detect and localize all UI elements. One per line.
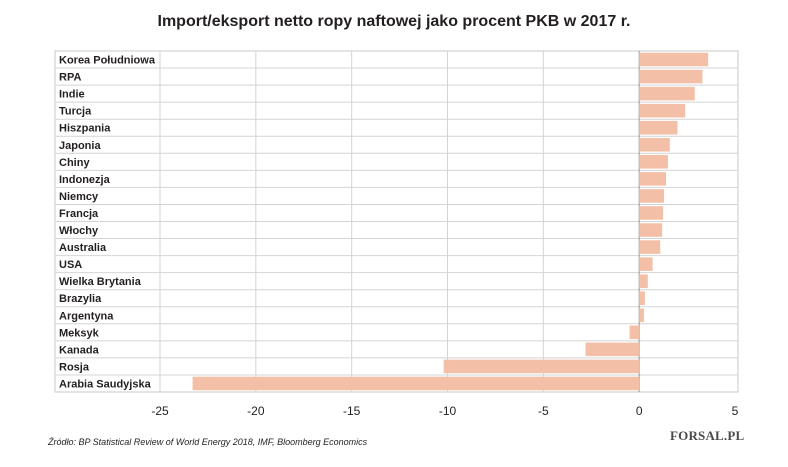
- bar: [585, 342, 640, 357]
- category-label: Japonia: [59, 140, 101, 152]
- category-label: Turcja: [59, 106, 92, 118]
- bar: [639, 223, 663, 237]
- bar: [639, 138, 670, 152]
- category-label: Francja: [59, 208, 99, 220]
- bar: [443, 359, 640, 374]
- bar: [639, 52, 709, 67]
- bar: [629, 325, 640, 340]
- category-label: Brazylia: [59, 293, 102, 305]
- bar: [639, 155, 668, 169]
- tick-label: -10: [439, 404, 457, 418]
- bar: [639, 103, 686, 118]
- tick-label: -5: [538, 404, 549, 418]
- category-label: Indie: [59, 89, 85, 101]
- grid: [54, 50, 739, 393]
- category-label: Korea Południowa: [59, 55, 156, 67]
- tick-label: -20: [247, 404, 265, 418]
- category-label: Hiszpania: [59, 123, 111, 135]
- source-note: Źródło: BP Statistical Review of World E…: [48, 437, 368, 447]
- tick-label: 0: [636, 404, 643, 418]
- category-label: Włochy: [59, 225, 99, 237]
- bar: [639, 308, 644, 323]
- category-label: Kanada: [59, 344, 100, 356]
- bars: [192, 52, 709, 391]
- bar: [639, 206, 664, 220]
- chart-title: Import/eksport netto ropy naftowej jako …: [157, 13, 631, 30]
- category-label: Niemcy: [59, 191, 99, 203]
- bar: [639, 86, 695, 101]
- bar: [639, 189, 665, 203]
- tick-labels: -25 -20 -15 -10 -5 0 5: [151, 404, 738, 418]
- tick-label: 5: [732, 404, 739, 418]
- bar: [639, 240, 661, 254]
- category-label: RPA: [59, 72, 81, 84]
- tick-label: -25: [151, 404, 169, 418]
- category-label: Wielka Brytania: [59, 276, 142, 288]
- category-labels: Korea Południowa RPA Indie Turcja Hiszpania J…: [59, 55, 156, 391]
- bar: [639, 120, 678, 135]
- category-label: Chiny: [59, 157, 90, 169]
- category-label: Meksyk: [59, 327, 100, 339]
- bar: [639, 69, 703, 84]
- category-label: Rosja: [59, 361, 90, 373]
- bar: [639, 291, 645, 305]
- category-label: Arabia Saudyjska: [59, 378, 152, 390]
- category-label: USA: [59, 259, 82, 271]
- category-label: Indonezja: [59, 174, 111, 186]
- bar: [639, 172, 666, 186]
- bar: [639, 257, 653, 271]
- category-label: Argentyna: [59, 310, 114, 322]
- forsal-logo: FORSAL.PL: [670, 428, 745, 443]
- tick-label: -15: [343, 404, 361, 418]
- bar: [639, 274, 648, 288]
- category-label: Australia: [59, 242, 107, 254]
- bar: [192, 376, 640, 391]
